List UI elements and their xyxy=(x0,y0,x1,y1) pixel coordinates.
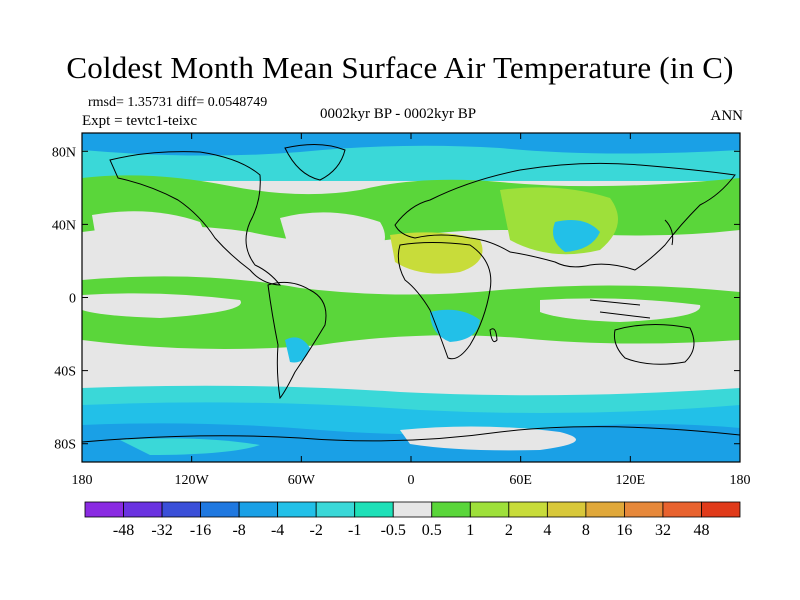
stats-text: rmsd= 1.35731 diff= 0.0548749 xyxy=(88,95,268,110)
colorbar-label: -48 xyxy=(113,522,134,539)
coastlines xyxy=(82,144,740,443)
colorbar-swatch xyxy=(315,501,356,518)
colorbar-label: 8 xyxy=(582,522,590,539)
colorbar-swatch xyxy=(84,501,124,518)
coast-japan xyxy=(664,219,674,246)
colorbar-label: -4 xyxy=(271,522,284,539)
lon-tick-label: 180 xyxy=(72,473,93,488)
lat-tick-label: 40N xyxy=(52,218,76,233)
lon-tick-label: 60W xyxy=(288,473,316,488)
lat-tick-label: 0 xyxy=(69,292,76,307)
lon-tick-label: 0 xyxy=(408,473,415,488)
colorbar-swatch xyxy=(392,501,433,518)
colorbar-swatch xyxy=(585,501,625,518)
colorbar-label: 0.5 xyxy=(422,522,442,539)
colorbar-label: 4 xyxy=(543,522,551,539)
colorbar-swatch xyxy=(123,501,163,518)
coast-north-america xyxy=(109,151,282,286)
field-sahara-yellow xyxy=(390,232,483,274)
field-tibet-cyan xyxy=(552,219,600,252)
lat-tick-label: 40S xyxy=(54,365,76,380)
colorbar-swatch xyxy=(161,501,201,518)
colorbar-label: -16 xyxy=(190,522,211,539)
experiment-label: Expt = tevtc1-teixc xyxy=(82,113,198,129)
colorbar-swatch xyxy=(431,501,471,518)
period-label: 0002kyr BP - 0002kyr BP xyxy=(320,106,477,122)
map-axes: 80N 40N 0 40S 80S 180 120W 60W 0 60E 120E 180 xyxy=(52,133,751,488)
field-natlantic-neutral xyxy=(280,212,385,269)
lon-tick-label: 120W xyxy=(175,473,210,488)
coast-south-america xyxy=(267,281,327,400)
colorbar-label: 32 xyxy=(655,522,671,539)
colorbar-swatch xyxy=(546,501,587,518)
field-antarctic-aqua xyxy=(120,438,260,455)
colorbar-swatch xyxy=(354,501,394,518)
field-tropical-green xyxy=(82,276,740,349)
lat-tick-label: 80S xyxy=(54,438,76,453)
page-title: Coldest Month Mean Surface Air Temperatu… xyxy=(66,50,734,85)
colorbar-label: -1 xyxy=(348,522,361,539)
field-samerica-cyan xyxy=(285,337,310,363)
coast-australia xyxy=(614,323,695,365)
lon-tick-label: 120E xyxy=(616,473,646,488)
colorbar-swatch xyxy=(662,501,702,518)
coast-africa xyxy=(397,242,492,360)
season-label: ANN xyxy=(710,108,744,124)
colorbar-label: 1 xyxy=(466,522,474,539)
colorbar-label: -0.5 xyxy=(381,522,406,539)
field-epac-neutral xyxy=(82,293,241,318)
field-africa-cyan xyxy=(430,309,480,342)
lon-tick-label: 180 xyxy=(730,473,751,488)
coast-madagascar xyxy=(489,328,498,343)
field-antarctic-neutral xyxy=(400,426,576,451)
colorbar-swatch xyxy=(508,501,548,518)
colorbar: -48 -32 -16 -8 -4 -2 -1 -0.5 0.5 1 2 4 8 16 32 48 xyxy=(84,501,741,539)
colorbar-swatch xyxy=(469,501,510,518)
field-indopac-neutral xyxy=(540,298,701,322)
coast-indonesia xyxy=(589,299,651,319)
colorbar-label: -32 xyxy=(151,522,172,539)
temperature-field xyxy=(82,133,740,462)
colorbar-label: -8 xyxy=(232,522,245,539)
coast-greenland xyxy=(284,144,346,181)
colorbar-label: 2 xyxy=(505,522,513,539)
colorbar-swatch xyxy=(277,501,317,518)
lon-tick-label: 60E xyxy=(509,473,532,488)
field-npacific-neutral xyxy=(92,211,206,276)
coast-antarctica xyxy=(82,426,740,443)
colorbar-label: 16 xyxy=(616,522,632,539)
colorbar-swatch xyxy=(238,501,279,518)
lat-tick-label: 80N xyxy=(52,145,76,160)
colorbar-swatch xyxy=(624,501,664,518)
coast-eurasia xyxy=(394,162,736,271)
colorbar-swatch xyxy=(200,501,240,518)
colorbar-label: 48 xyxy=(693,522,709,539)
colorbar-label: -2 xyxy=(310,522,323,539)
colorbar-swatch xyxy=(701,501,741,518)
field-arctic-core xyxy=(82,133,740,156)
